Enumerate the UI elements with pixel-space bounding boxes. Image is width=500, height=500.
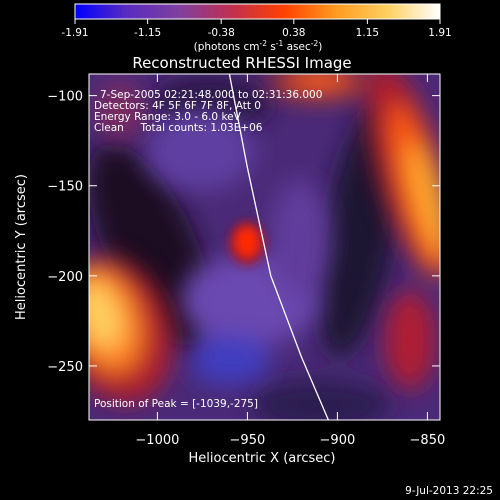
- timestamp: 9-Jul-2013 22:25: [405, 485, 493, 497]
- y-tick-label: −200: [47, 270, 83, 285]
- heatmap-violet-regions: [145, 110, 330, 385]
- colorbar-ticks: -1.91 -1.15 -0.38 0.38 1.15 1.91: [61, 19, 452, 39]
- x-tick-label: −900: [320, 433, 356, 448]
- x-tick-label: −950: [230, 433, 266, 448]
- chart-title: Reconstructed RHESSI Image: [132, 54, 351, 72]
- heatmap-image: [89, 74, 440, 420]
- x-tick-label: −850: [410, 433, 446, 448]
- heatmap-bright-regions: [89, 74, 440, 403]
- chart-title-wrap: Reconstructed RHESSI Image: [132, 54, 351, 72]
- y-tick-label: −150: [47, 180, 83, 195]
- annotation-block: 7-Sep-2005 02:21:48.000 to 02:31:36.000 …: [94, 89, 322, 134]
- colorbar: -1.91 -1.15 -0.38 0.38 1.15 1.91 (photons cm-…: [61, 3, 452, 53]
- x-axis-ticks: −1000 −950 −900 −850: [135, 74, 445, 448]
- colorbar-gradient: [74, 3, 441, 20]
- colorbar-tick-label: 1.91: [428, 27, 451, 39]
- solar-limb-curve: [228, 74, 329, 420]
- colorbar-tick-label: -1.15: [134, 27, 161, 39]
- x-tick-label: −1000: [135, 433, 179, 448]
- y-axis-ticks: −100 −150 −200 −250: [47, 90, 440, 375]
- peak-position-label: Position of Peak = [-1039,-275]: [94, 398, 258, 410]
- x-axis-label: Heliocentric X (arcsec): [189, 451, 336, 466]
- heatmap-central-source: [229, 221, 265, 265]
- colorbar-tick-label: 0.38: [282, 27, 305, 39]
- annotation-time-range: 7-Sep-2005 02:21:48.000 to 02:31:36.000: [100, 89, 322, 101]
- annotation-energy: Energy Range: 3.0 - 6.0 keV: [94, 111, 242, 123]
- colorbar-tick-label: -0.38: [208, 27, 235, 39]
- colorbar-tick-label: 1.15: [356, 27, 379, 39]
- plot-frame: [88, 73, 441, 421]
- y-axis-label: Heliocentric Y (arcsec): [14, 174, 29, 320]
- annotation-detectors: Detectors: 4F 5F 6F 7F 8F, Att 0: [94, 100, 261, 112]
- colorbar-unit-label: (photons cm-2 s-1 asec-2): [194, 39, 323, 53]
- y-tick-label: −100: [47, 90, 83, 105]
- annotation-counts: Clean Total counts: 1.03E+06: [94, 122, 263, 134]
- colorbar-tick-label: -1.91: [61, 27, 88, 39]
- y-tick-label: −250: [47, 360, 83, 375]
